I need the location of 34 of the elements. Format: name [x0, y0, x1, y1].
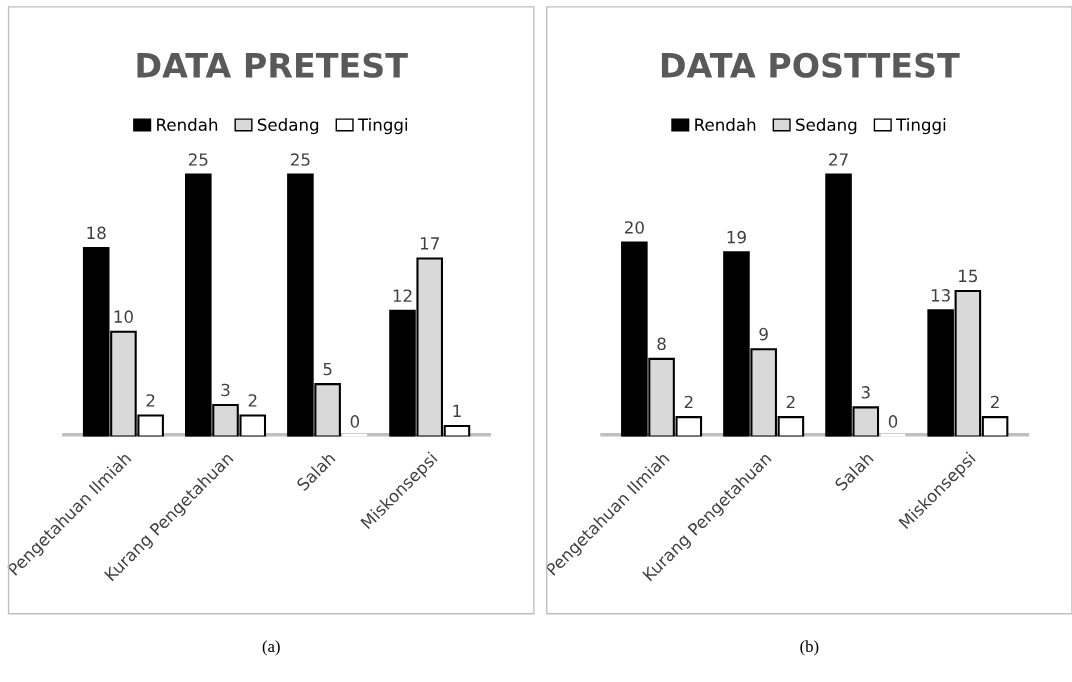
data-label: 27 [829, 153, 848, 166]
data-label: 8 [657, 337, 666, 351]
text: (b) [800, 640, 819, 656]
data-label: 3 [861, 386, 870, 399]
data-label: 0 [350, 415, 360, 428]
data-label: 13 [931, 289, 950, 302]
data-label: 15 [959, 269, 978, 283]
legend-label: Rendah [157, 118, 218, 132]
data-label: 12 [393, 289, 412, 302]
data-label: 2 [684, 395, 693, 409]
data-label: 2 [248, 394, 257, 407]
legend-label: Tinggi [357, 118, 408, 135]
chart-title: DATA PRETEST [137, 52, 408, 78]
data-label: 19 [727, 230, 746, 244]
data-label: 0 [888, 415, 898, 428]
data-label: 17 [420, 237, 439, 250]
text: (a) [262, 640, 280, 656]
legend-label: Tinggi [896, 118, 946, 135]
data-label: 3 [221, 383, 230, 397]
data-label: 25 [291, 153, 310, 166]
legend-label: Sedang [257, 118, 319, 135]
legend-label: Sedang [796, 118, 857, 135]
data-label: 2 [991, 395, 999, 409]
data-label: 2 [786, 395, 795, 409]
data-label: 10 [114, 310, 133, 323]
data-label: 25 [188, 153, 208, 166]
data-label: 1 [453, 404, 461, 417]
data-label: 18 [87, 226, 106, 240]
data-label: 2 [146, 394, 155, 407]
data-label: 5 [323, 362, 332, 376]
data-label: 20 [624, 221, 644, 234]
chart-title: DATA POSTTEST [661, 52, 960, 78]
data-label: 9 [759, 327, 768, 341]
legend-label: Rendah [695, 118, 756, 132]
